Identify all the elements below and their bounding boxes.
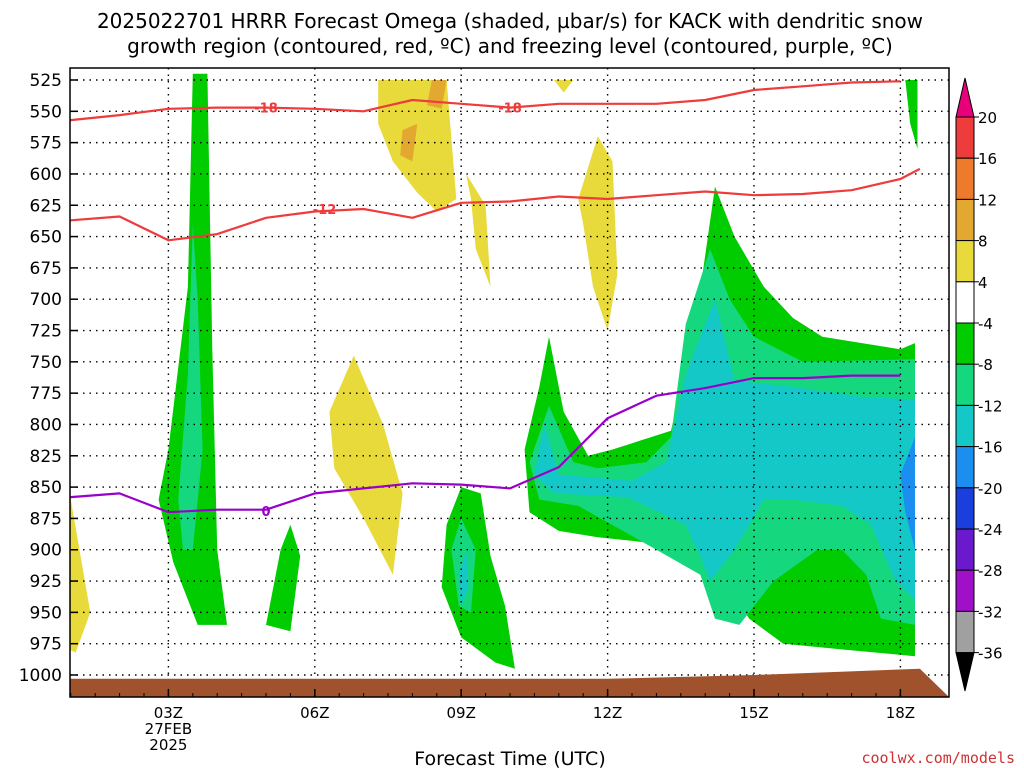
colorbar-band-11	[955, 569, 975, 612]
shaded-region-2	[178, 224, 203, 550]
colorbar-band-3	[955, 240, 975, 283]
y-tick-label-575: 575	[30, 134, 62, 154]
colorbar-band-0	[955, 116, 975, 159]
y-tick-label-625: 625	[30, 196, 62, 216]
colorbar-band-9	[955, 487, 975, 530]
colorbar-label-12: 12	[978, 191, 997, 209]
contour-label--12-0: -12	[313, 203, 337, 218]
y-tick-label-1000: 1000	[19, 666, 62, 686]
colorbar-label-4: 4	[978, 274, 988, 292]
colorbar-top-arrow	[955, 77, 975, 118]
x-tick-label-12Z: 12Z	[593, 704, 622, 722]
shaded-regions	[70, 73, 918, 669]
colorbar-band-12	[955, 610, 975, 654]
y-tick-label-675: 675	[30, 259, 62, 279]
x-tick-label-06Z: 06Z	[300, 704, 329, 722]
colorbar-label--16: -16	[978, 439, 1003, 457]
y-tick-label-950: 950	[30, 603, 62, 623]
contours: -18 -18 -12 0	[70, 80, 921, 520]
x-tick-label-15Z: 15Z	[739, 704, 768, 722]
y-tick-label-800: 800	[30, 415, 62, 435]
x-tick-label-03Z: 03Z	[154, 704, 183, 722]
shaded-region-6	[466, 173, 491, 287]
ground-fill	[70, 668, 949, 697]
y-tick-label-700: 700	[30, 290, 62, 310]
credit-text: coolwx.com/models	[861, 749, 1015, 767]
shaded-region-11	[441, 487, 515, 669]
shaded-region-13	[458, 549, 469, 607]
shaded-region-3	[329, 355, 403, 575]
contour-label--18-0: -18	[254, 102, 278, 117]
y-tick-label-750: 750	[30, 353, 62, 373]
shaded-region-18	[905, 80, 918, 149]
colorbar-label--12: -12	[978, 397, 1003, 415]
y-tick-label-650: 650	[30, 228, 62, 248]
colorbar-band-6	[955, 363, 975, 406]
colorbar-label-16: 16	[978, 150, 997, 168]
axes: 525 550 575 600 625 650 675 700 725 750 775 800 825 8…	[19, 67, 950, 754]
colorbar-band-8	[955, 446, 975, 489]
x-tick-label-09Z: 09Z	[447, 704, 476, 722]
y-tick-label-925: 925	[30, 572, 62, 592]
contour-label--18-1: -18	[498, 102, 522, 117]
colorbar-band-10	[955, 528, 975, 571]
colorbar-label--8: -8	[978, 356, 993, 374]
shaded-region-10	[578, 136, 618, 331]
y-tick-label-775: 775	[30, 384, 62, 404]
y-tick-label-900: 900	[30, 541, 62, 561]
contour-line-0	[70, 374, 901, 514]
ground	[70, 668, 949, 697]
grid	[70, 68, 949, 697]
x-axis-label: Forecast Time (UTC)	[414, 748, 605, 768]
y-tick-label-825: 825	[30, 447, 62, 467]
y-tick-label-600: 600	[30, 165, 62, 185]
omega-shading	[70, 73, 918, 669]
contour-line--12	[70, 167, 921, 242]
colorbar-label-20: 20	[978, 109, 997, 127]
shaded-region-9	[553, 80, 574, 93]
colorbar-label-8: 8	[978, 233, 988, 251]
colorbar-label--32: -32	[978, 603, 1003, 621]
colorbar-band-5	[955, 322, 975, 365]
colorbar-band-2	[955, 198, 975, 242]
shaded-region-16	[534, 299, 915, 600]
x-tick-label-18Z: 18Z	[886, 704, 915, 722]
colorbar-band-4	[955, 281, 975, 324]
colorbar-label--36: -36	[978, 645, 1003, 663]
y-tick-label-975: 975	[30, 635, 62, 655]
chart-title-line-1: 2025022701 HRRR Forecast Omega (shaded, …	[97, 9, 923, 33]
colorbar-bottom-arrow	[955, 652, 975, 692]
colorbar-label--4: -4	[978, 315, 993, 333]
colorbar: 20 16 12 8 4 -4 -8 -12 -16 -20 -24 -28 -32 -36	[955, 77, 1003, 692]
shaded-region-5	[378, 80, 457, 212]
x-tick-sublabel-date: 27FEB	[145, 720, 192, 738]
y-tick-label-875: 875	[30, 509, 62, 529]
contour-label-0-0: 0	[261, 505, 270, 520]
shaded-region-4	[266, 524, 301, 632]
x-tick-sublabel-year: 2025	[149, 736, 187, 754]
contour-line--18	[70, 80, 901, 122]
colorbar-band-1	[955, 157, 975, 200]
y-tick-label-525: 525	[30, 71, 62, 91]
y-tick-label-725: 725	[30, 322, 62, 342]
colorbar-label--24: -24	[978, 521, 1003, 539]
colorbar-label--20: -20	[978, 480, 1003, 498]
y-tick-label-850: 850	[30, 478, 62, 498]
colorbar-band-7	[955, 404, 975, 448]
shaded-region-17	[900, 437, 915, 550]
y-tick-label-550: 550	[30, 102, 62, 122]
colorbar-label--28: -28	[978, 562, 1003, 580]
chart-title-line-2: growth region (contoured, red, ºC) and f…	[127, 34, 893, 58]
